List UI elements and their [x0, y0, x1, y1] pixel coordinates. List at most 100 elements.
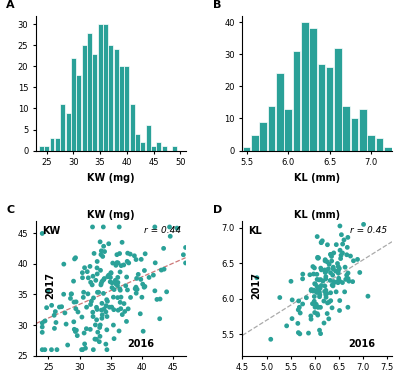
Point: [336, 278, 343, 284]
Point: [51, 325, 58, 332]
Point: [122, 283, 129, 289]
Point: [326, 299, 332, 305]
Point: [331, 280, 337, 286]
Point: [322, 258, 328, 264]
Point: [51, 312, 57, 318]
Point: [156, 316, 163, 322]
Point: [79, 269, 86, 276]
Bar: [119, 66, 124, 151]
Bar: [284, 109, 292, 151]
Point: [333, 289, 339, 295]
Bar: [359, 109, 367, 151]
Point: [342, 289, 348, 295]
Point: [308, 286, 314, 292]
Point: [295, 307, 302, 313]
Point: [119, 239, 125, 246]
Point: [324, 300, 331, 306]
Point: [111, 287, 117, 293]
Point: [336, 298, 343, 304]
Bar: [268, 106, 275, 151]
Point: [309, 301, 316, 307]
Point: [103, 309, 109, 315]
Point: [324, 258, 330, 265]
Point: [104, 346, 110, 353]
Bar: [92, 54, 97, 151]
Point: [114, 251, 120, 258]
Point: [344, 252, 350, 258]
Point: [110, 260, 116, 266]
Text: D: D: [212, 205, 222, 215]
Point: [313, 301, 319, 307]
Point: [114, 260, 120, 266]
Point: [318, 240, 324, 246]
Point: [305, 330, 312, 336]
Point: [150, 272, 156, 278]
Bar: [135, 134, 140, 151]
Point: [68, 291, 74, 297]
Point: [94, 306, 100, 312]
Point: [315, 304, 321, 310]
Point: [125, 306, 131, 312]
Bar: [76, 75, 81, 151]
Point: [124, 258, 130, 264]
Text: 2017: 2017: [45, 272, 55, 299]
Point: [70, 278, 77, 284]
Bar: [66, 113, 70, 151]
Point: [70, 319, 77, 325]
Bar: [334, 48, 342, 151]
Point: [122, 308, 128, 315]
Point: [330, 264, 336, 270]
Point: [295, 330, 302, 336]
Point: [318, 239, 324, 246]
Bar: [140, 142, 145, 151]
Point: [104, 296, 110, 303]
Bar: [151, 146, 156, 151]
Point: [58, 303, 65, 310]
Point: [89, 224, 96, 230]
Point: [310, 288, 316, 294]
Point: [254, 274, 260, 281]
Point: [99, 312, 106, 318]
Point: [314, 288, 321, 294]
Point: [350, 278, 356, 285]
Point: [94, 271, 100, 277]
Point: [52, 308, 58, 315]
Point: [91, 250, 97, 256]
Point: [85, 275, 92, 281]
Point: [345, 270, 351, 276]
Point: [48, 302, 55, 308]
Point: [97, 239, 103, 245]
Point: [106, 240, 112, 247]
Point: [94, 317, 100, 323]
Point: [100, 243, 107, 249]
Point: [90, 309, 96, 316]
Point: [328, 258, 335, 264]
X-axis label: KL (mm): KL (mm): [294, 173, 340, 183]
Point: [141, 267, 148, 274]
Point: [98, 307, 105, 313]
Point: [138, 276, 144, 283]
Point: [96, 325, 103, 331]
Point: [314, 271, 320, 278]
Title: KW (mg): KW (mg): [87, 210, 135, 220]
Point: [79, 346, 86, 353]
Point: [100, 290, 107, 296]
Point: [90, 314, 96, 320]
Bar: [259, 122, 267, 151]
Point: [80, 294, 86, 301]
Point: [90, 346, 96, 353]
Bar: [124, 66, 129, 151]
Point: [316, 294, 323, 300]
Point: [319, 238, 326, 244]
Point: [336, 265, 342, 272]
Text: B: B: [212, 0, 221, 10]
Point: [108, 270, 114, 276]
Point: [141, 284, 147, 291]
Bar: [376, 138, 383, 151]
Point: [339, 250, 346, 256]
Point: [98, 248, 104, 254]
Point: [138, 256, 144, 262]
Point: [180, 252, 186, 258]
Point: [107, 279, 114, 285]
Bar: [44, 146, 49, 151]
